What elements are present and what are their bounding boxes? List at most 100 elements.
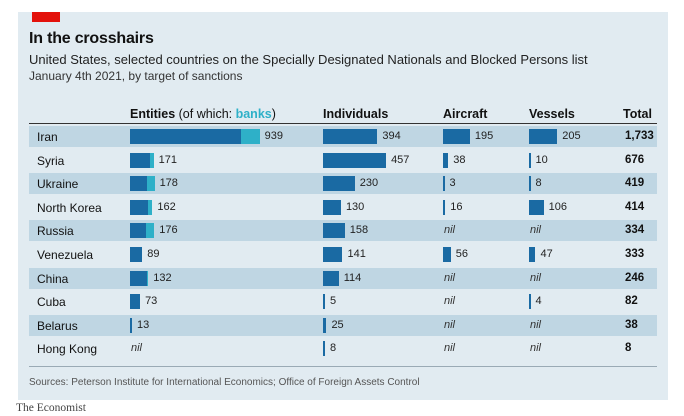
individuals-bar	[323, 294, 325, 310]
individuals-bar	[323, 223, 345, 239]
total-value: 333	[625, 248, 645, 260]
chart-date-note: January 4th 2021, by target of sanctions	[29, 69, 243, 83]
vessels-bar	[529, 176, 531, 192]
individuals-value-label: 457	[391, 153, 410, 166]
individuals-value-label: 130	[345, 200, 365, 213]
header-vessels: Vessels	[529, 107, 575, 121]
header-banks-label: banks	[235, 107, 272, 121]
entities-nil-label: nil	[131, 342, 143, 355]
vessels-value-label: 4	[535, 295, 542, 308]
table-row: Venezuela 89 141 56 47 333	[29, 244, 657, 265]
accent-bar	[32, 12, 60, 22]
total-value: 676	[625, 153, 645, 166]
country-label: Russia	[37, 224, 74, 239]
vessels-value-label: 8	[535, 177, 542, 190]
total-value: 8	[625, 342, 632, 355]
individuals-value-label: 25	[331, 318, 344, 331]
table-row: Hong Kong nil 8 nil nil 8	[29, 338, 657, 359]
table-row: Ukraine 178 230 3 8 419	[29, 173, 657, 195]
brand-logo: The Economist	[16, 402, 86, 414]
aircraft-value-label: 16	[450, 200, 463, 213]
total-value: 334	[625, 224, 645, 237]
country-label: China	[37, 271, 69, 286]
source-note: Sources: Peterson Institute for Internat…	[29, 377, 420, 388]
banks-bar	[148, 199, 153, 215]
header-total: Total	[623, 107, 652, 121]
table-row: Syria 171 457 38 10 676	[29, 150, 657, 171]
country-label: Hong Kong	[37, 342, 98, 357]
individuals-value-label: 141	[347, 248, 366, 260]
vessels-nil-label: nil	[530, 342, 542, 355]
aircraft-value-label: 195	[474, 130, 494, 142]
total-value: 246	[625, 271, 645, 284]
aircraft-bar	[443, 152, 449, 168]
header-entities-note-close: )	[271, 107, 276, 121]
header-entities-note: (of which:	[175, 107, 236, 121]
header-aircraft: Aircraft	[443, 107, 488, 121]
aircraft-value-label: 3	[449, 177, 456, 190]
banks-bar	[146, 270, 149, 286]
vessels-bar	[529, 129, 558, 144]
banks-bar	[240, 129, 260, 144]
aircraft-bar	[443, 247, 451, 262]
individuals-bar	[323, 247, 343, 262]
vessels-nil-label: nil	[530, 224, 542, 237]
aircraft-nil-label: nil	[444, 342, 456, 355]
header-entities-label: Entities	[130, 107, 176, 121]
vessels-value-label: 47	[540, 248, 553, 260]
entities-value-label: 13	[137, 318, 150, 331]
aircraft-bar	[443, 129, 470, 144]
entities-value-label: 73	[145, 295, 158, 308]
total-value: 414	[625, 200, 645, 213]
entities-bar	[130, 317, 132, 333]
banks-bar	[146, 223, 155, 239]
country-label: Ukraine	[37, 177, 79, 192]
vessels-value-label: 10	[535, 153, 548, 166]
country-label: North Korea	[37, 200, 102, 215]
entities-value-label: 939	[264, 130, 283, 142]
vessels-value-label: 106	[548, 200, 567, 213]
table-row: Cuba 73 5 nil 4 82	[29, 291, 657, 312]
individuals-bar	[323, 317, 327, 333]
table-row: Russia 176 158 nil nil 334	[29, 220, 657, 242]
vessels-bar	[529, 152, 531, 168]
entities-bar	[130, 129, 260, 144]
aircraft-nil-label: nil	[444, 224, 456, 237]
entities-bar	[130, 294, 141, 310]
aircraft-nil-label: nil	[444, 318, 456, 331]
individuals-bar	[323, 176, 355, 192]
banks-bar	[150, 152, 154, 168]
total-value: 82	[625, 295, 638, 308]
vessels-bar	[529, 247, 536, 262]
header-individuals: Individuals	[323, 107, 389, 121]
country-label: Belarus	[37, 318, 78, 333]
vessels-nil-label: nil	[530, 318, 542, 331]
table-row: China 132 114 nil nil 246	[29, 267, 657, 289]
vessels-bar	[529, 199, 544, 215]
individuals-value-label: 5	[330, 295, 337, 308]
aircraft-value-label: 38	[453, 153, 466, 166]
table-row: Iran 939 394 195 205 1,733	[29, 126, 657, 147]
total-value: 38	[625, 318, 638, 331]
individuals-value-label: 230	[359, 177, 379, 190]
entities-bar	[130, 247, 143, 262]
entities-value-label: 132	[153, 271, 172, 284]
individuals-value-label: 8	[330, 342, 337, 355]
country-label: Iran	[37, 130, 58, 144]
individuals-bar	[323, 341, 325, 357]
entities-bar	[130, 270, 149, 286]
entities-bar	[130, 199, 153, 215]
individuals-bar	[323, 129, 378, 144]
individuals-value-label: 394	[382, 130, 401, 142]
chart-subtitle: United States, selected countries on the…	[29, 52, 588, 67]
aircraft-nil-label: nil	[444, 271, 456, 284]
vessels-bar	[529, 294, 531, 310]
entities-value-label: 176	[159, 224, 178, 237]
country-label: Cuba	[37, 295, 66, 310]
aircraft-bar	[443, 176, 445, 192]
entities-value-label: 171	[158, 153, 177, 166]
footer-rule	[29, 366, 657, 367]
chart-title: In the crosshairs	[29, 30, 154, 47]
entities-value-label: 89	[147, 248, 160, 260]
header-entities: Entities (of which: banks)	[130, 107, 276, 121]
